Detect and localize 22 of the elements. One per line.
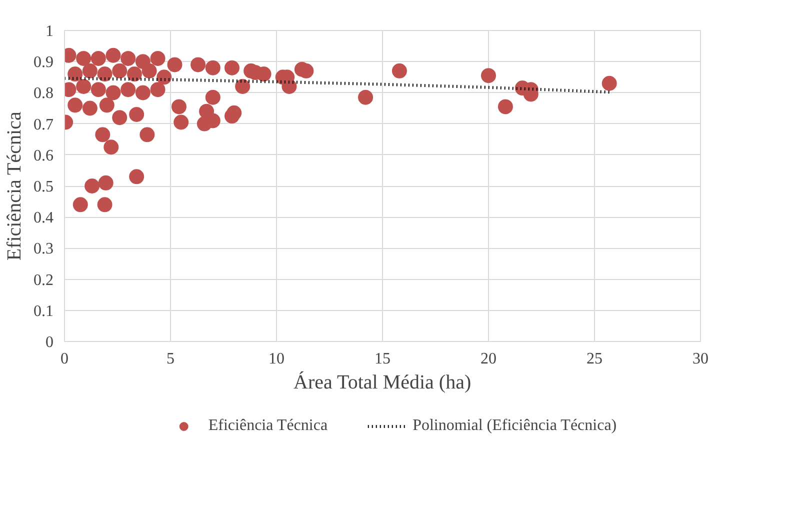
x-tick-label: 15 — [374, 350, 390, 368]
x-tick-label: 20 — [480, 350, 496, 368]
y-axis-title: Eficiência Técnica — [4, 112, 26, 261]
legend-label: Eficiência Técnica — [208, 417, 328, 435]
y-tick-label: 0.9 — [34, 54, 54, 72]
x-tick-label: 30 — [692, 350, 708, 368]
y-tick-label: 0.6 — [34, 147, 54, 164]
legend-label: Polinomial (Eficiência Técnica) — [412, 417, 617, 435]
y-tick-label: 0.5 — [34, 178, 54, 196]
x-axis-title: Área Total Média (ha) — [294, 370, 472, 394]
x-tick-label: 5 — [166, 350, 174, 368]
x-tick-label: 10 — [268, 350, 284, 368]
y-tick-label: 0.8 — [34, 85, 54, 102]
y-tick-label: 1 — [46, 23, 54, 40]
y-tick-label: 0.1 — [34, 302, 54, 320]
y-tick-label: 0 — [46, 334, 54, 351]
x-tick-label: 0 — [60, 350, 68, 368]
y-tick-label: 0.2 — [34, 272, 54, 289]
y-tick-label: 0.3 — [34, 240, 54, 258]
x-tick-label: 25 — [586, 350, 602, 368]
y-tick-label: 0.4 — [34, 210, 54, 227]
y-tick-label: 0.7 — [34, 116, 54, 134]
